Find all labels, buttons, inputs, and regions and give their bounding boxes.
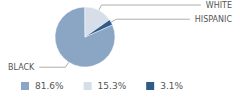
svg-text:HISPANIC: HISPANIC (195, 15, 233, 24)
svg-text:3.1%: 3.1% (160, 81, 183, 91)
svg-text:81.6%: 81.6% (35, 81, 64, 91)
svg-text:15.3%: 15.3% (98, 81, 127, 91)
svg-text:BLACK: BLACK (8, 63, 35, 72)
svg-text:WHITE: WHITE (206, 1, 232, 10)
